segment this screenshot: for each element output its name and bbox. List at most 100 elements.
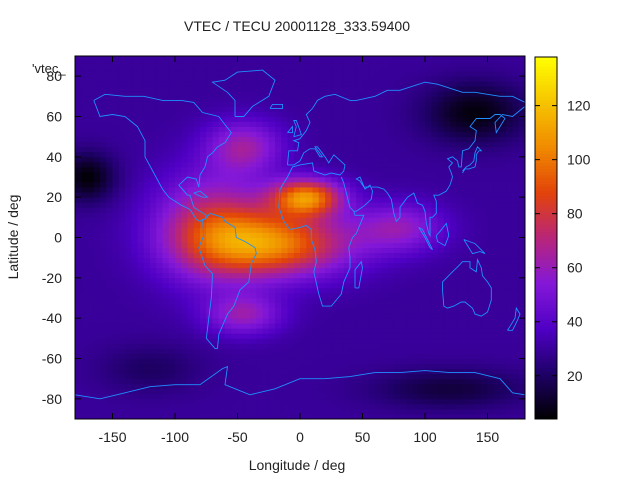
heatmap-cell — [400, 358, 407, 364]
heatmap-cell — [356, 323, 363, 329]
heatmap-cell — [181, 141, 188, 148]
heatmap-cell — [325, 277, 332, 284]
heatmap-cell — [343, 262, 351, 269]
heatmap-cell — [431, 71, 438, 77]
heatmap-cell — [112, 141, 120, 148]
heatmap-cell — [368, 408, 376, 415]
heatmap-cell — [300, 368, 307, 375]
heatmap-cell — [312, 298, 320, 304]
heatmap-cell — [375, 242, 382, 248]
heatmap-cell — [487, 308, 495, 314]
heatmap-cell — [475, 383, 482, 390]
heatmap-cell — [200, 398, 207, 405]
heatmap-cell — [187, 323, 195, 329]
heatmap-cell — [381, 212, 388, 218]
heatmap-cell — [412, 363, 420, 369]
heatmap-cell — [431, 308, 438, 314]
heatmap-cell — [112, 343, 120, 349]
heatmap-cell — [237, 272, 245, 279]
heatmap-cell — [262, 298, 270, 304]
heatmap-cell — [443, 282, 451, 289]
heatmap-cell — [487, 383, 495, 390]
heatmap-cell — [487, 131, 495, 138]
heatmap-cell — [275, 323, 282, 329]
heatmap-cell — [462, 363, 470, 369]
heatmap-cell — [418, 403, 426, 410]
heatmap-cell — [200, 363, 207, 369]
heatmap-cell — [381, 207, 388, 213]
heatmap-cell — [262, 156, 270, 163]
heatmap-cell — [475, 257, 482, 264]
heatmap-cell — [93, 86, 101, 92]
heatmap-cell — [150, 171, 157, 178]
heatmap-cell — [412, 333, 420, 339]
heatmap-cell — [412, 237, 420, 243]
heatmap-cell — [456, 257, 463, 264]
heatmap-cell — [518, 383, 525, 390]
heatmap-cell — [168, 358, 176, 364]
heatmap-cell — [450, 398, 457, 405]
heatmap-cell — [256, 298, 263, 304]
heatmap-cell — [368, 413, 376, 419]
heatmap-cell — [425, 106, 432, 112]
heatmap-cell — [250, 66, 257, 72]
heatmap-cell — [331, 353, 338, 359]
heatmap-cell — [325, 398, 332, 405]
heatmap-cell — [175, 378, 182, 385]
heatmap-cell — [362, 182, 370, 188]
heatmap-cell — [175, 121, 182, 127]
heatmap-cell — [187, 292, 195, 299]
heatmap-cell — [200, 343, 207, 349]
heatmap-cell — [393, 413, 401, 419]
heatmap-cell — [193, 151, 201, 158]
heatmap-cell — [306, 272, 313, 279]
heatmap-cell — [293, 323, 301, 329]
heatmap-cell — [437, 313, 445, 319]
heatmap-cell — [206, 86, 213, 92]
heatmap-cell — [262, 212, 270, 218]
heatmap-cell — [318, 257, 326, 264]
heatmap-cell — [406, 237, 413, 243]
heatmap-cell — [337, 262, 345, 269]
heatmap-cell — [500, 282, 507, 289]
heatmap-cell — [287, 353, 295, 359]
heatmap-cell — [475, 166, 482, 173]
heatmap-cell — [212, 222, 220, 228]
heatmap-cell — [81, 76, 88, 82]
heatmap-cell — [112, 383, 120, 390]
heatmap-cell — [500, 328, 507, 334]
heatmap-cell — [337, 368, 345, 375]
heatmap-cell — [168, 277, 176, 284]
heatmap-cell — [93, 257, 101, 264]
heatmap-cell — [487, 318, 495, 324]
heatmap-cell — [106, 373, 113, 380]
heatmap-cell — [237, 156, 245, 163]
heatmap-cell — [512, 232, 520, 238]
heatmap-cell — [450, 192, 457, 198]
heatmap-cell — [362, 343, 370, 349]
heatmap-cell — [250, 388, 257, 395]
heatmap-cell — [318, 212, 326, 218]
heatmap-cell — [200, 368, 207, 375]
heatmap-cell — [268, 161, 276, 168]
heatmap-cell — [350, 398, 357, 405]
heatmap-cell — [443, 101, 451, 107]
heatmap-cell — [362, 262, 370, 269]
heatmap-cell — [437, 116, 445, 122]
heatmap-cell — [293, 313, 301, 319]
heatmap-cell — [450, 76, 457, 82]
heatmap-cell — [431, 247, 438, 254]
heatmap-cell — [400, 212, 407, 218]
heatmap-cell — [368, 212, 376, 218]
heatmap-cell — [137, 131, 145, 138]
heatmap-cell — [300, 217, 307, 223]
heatmap-cell — [456, 388, 463, 395]
heatmap-cell — [131, 308, 138, 314]
heatmap-cell — [337, 146, 345, 153]
heatmap-cell — [512, 141, 520, 148]
heatmap-cell — [275, 81, 282, 87]
heatmap-cell — [431, 116, 438, 122]
heatmap-cell — [518, 91, 525, 97]
heatmap-cell — [437, 96, 445, 102]
heatmap-cell — [268, 192, 276, 198]
